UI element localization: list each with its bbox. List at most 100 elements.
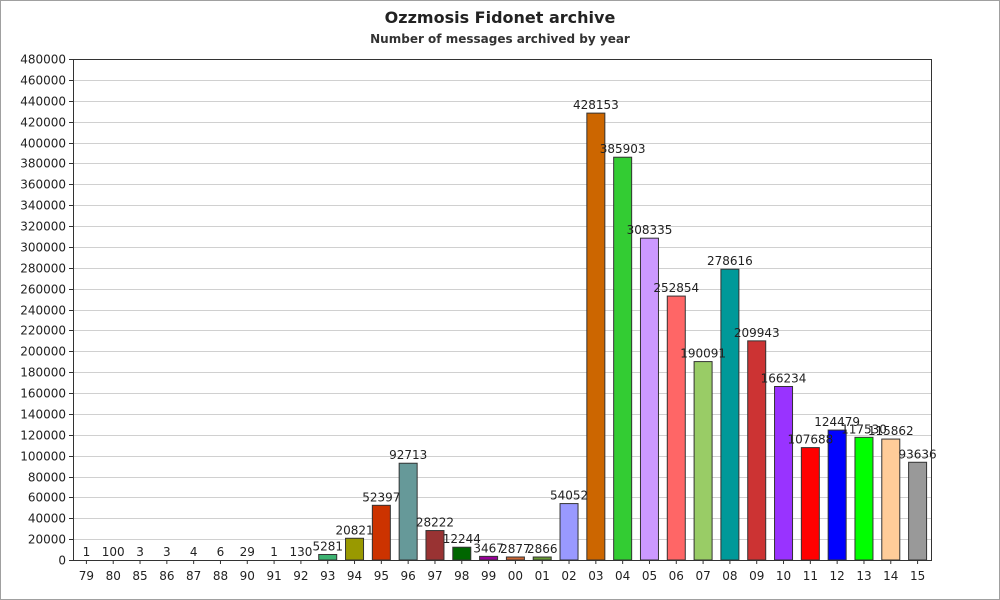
data-label: 3 bbox=[136, 545, 144, 559]
bar-11 bbox=[800, 447, 820, 561]
y-tick-label: 400000 bbox=[20, 137, 66, 151]
data-label: 6 bbox=[217, 545, 225, 559]
bar-06 bbox=[666, 295, 686, 561]
y-tick-label: 0 bbox=[58, 554, 66, 568]
x-tick-label: 05 bbox=[642, 569, 657, 583]
x-tick-label: 96 bbox=[401, 569, 416, 583]
y-tick-label: 100000 bbox=[20, 450, 66, 464]
data-label: 308335 bbox=[627, 223, 673, 237]
bar-02 bbox=[559, 503, 579, 561]
data-label: 20821 bbox=[335, 523, 373, 537]
x-tick-label: 86 bbox=[159, 569, 174, 583]
x-tick-label: 01 bbox=[535, 569, 550, 583]
x-tick-label: 02 bbox=[561, 569, 576, 583]
data-label: 190091 bbox=[680, 347, 726, 361]
data-label: 252854 bbox=[653, 281, 699, 295]
y-tick-label: 480000 bbox=[20, 53, 66, 67]
x-tick-label: 88 bbox=[213, 569, 228, 583]
x-tick-label: 15 bbox=[910, 569, 925, 583]
x-tick-label: 87 bbox=[186, 569, 201, 583]
data-label: 28222 bbox=[416, 516, 454, 530]
y-tick-label: 120000 bbox=[20, 429, 66, 443]
x-tick-label: 00 bbox=[508, 569, 523, 583]
data-label: 166234 bbox=[761, 371, 807, 385]
y-tick-label: 60000 bbox=[28, 491, 66, 505]
y-tick-label: 320000 bbox=[20, 220, 66, 234]
x-tick-label: 11 bbox=[803, 569, 818, 583]
x-tick-label: 06 bbox=[669, 569, 684, 583]
y-tick-label: 180000 bbox=[20, 366, 66, 380]
x-axis-ticks: 79 80 85 86 87 88 90 91 92 93 94 95 96 97 98 99 00 01 02 03… bbox=[79, 560, 925, 583]
y-tick-label: 260000 bbox=[20, 283, 66, 297]
data-label: 92713 bbox=[389, 448, 427, 462]
bar-15 bbox=[908, 461, 928, 561]
plot-border bbox=[73, 59, 932, 561]
y-tick-label: 40000 bbox=[28, 512, 66, 526]
x-tick-label: 90 bbox=[240, 569, 255, 583]
y-tick-label: 300000 bbox=[20, 241, 66, 255]
data-label: 209943 bbox=[734, 326, 780, 340]
data-label: 29 bbox=[240, 545, 255, 559]
x-tick-label: 97 bbox=[427, 569, 442, 583]
data-label: 2866 bbox=[527, 542, 558, 556]
data-label: 428153 bbox=[573, 98, 619, 112]
data-label: 1 bbox=[270, 545, 278, 559]
data-label: 5281 bbox=[312, 539, 343, 553]
data-label: 385903 bbox=[600, 142, 646, 156]
x-tick-label: 99 bbox=[481, 569, 496, 583]
data-label: 130 bbox=[289, 545, 312, 559]
x-tick-label: 85 bbox=[132, 569, 147, 583]
y-tick-label: 420000 bbox=[20, 116, 66, 130]
data-label: 93636 bbox=[899, 447, 937, 461]
x-tick-label: 92 bbox=[293, 569, 308, 583]
x-tick-label: 14 bbox=[883, 569, 898, 583]
y-tick-label: 440000 bbox=[20, 95, 66, 109]
y-tick-label: 80000 bbox=[28, 471, 66, 485]
y-tick-label: 340000 bbox=[20, 199, 66, 213]
bar-03 bbox=[586, 112, 606, 561]
x-tick-label: 95 bbox=[374, 569, 389, 583]
bar-04 bbox=[613, 156, 633, 561]
x-tick-label: 91 bbox=[266, 569, 281, 583]
bar-96 bbox=[398, 462, 418, 561]
x-tick-label: 03 bbox=[588, 569, 603, 583]
y-tick-label: 200000 bbox=[20, 345, 66, 359]
data-label: 278616 bbox=[707, 254, 753, 268]
x-tick-label: 79 bbox=[79, 569, 94, 583]
chart-subtitle: Number of messages archived by year bbox=[370, 32, 630, 46]
bar-12 bbox=[827, 429, 847, 561]
x-tick-label: 04 bbox=[615, 569, 630, 583]
bar-01 bbox=[532, 556, 552, 561]
x-tick-label: 98 bbox=[454, 569, 469, 583]
x-tick-label: 80 bbox=[106, 569, 121, 583]
x-tick-label: 07 bbox=[695, 569, 710, 583]
data-label: 54052 bbox=[550, 489, 588, 503]
x-tick-label: 12 bbox=[830, 569, 845, 583]
data-label: 117530 bbox=[841, 422, 887, 436]
bar-13 bbox=[854, 436, 874, 561]
y-tick-label: 360000 bbox=[20, 178, 66, 192]
axes bbox=[73, 59, 932, 561]
bar-99 bbox=[479, 555, 499, 561]
data-label: 115862 bbox=[868, 424, 914, 438]
data-label: 107688 bbox=[787, 433, 833, 447]
bar-08 bbox=[720, 268, 740, 561]
data-label: 3467 bbox=[473, 541, 504, 555]
data-label: 52397 bbox=[362, 490, 400, 504]
y-tick-label: 280000 bbox=[20, 262, 66, 276]
data-label: 4 bbox=[190, 545, 198, 559]
data-label: 2877 bbox=[500, 542, 531, 556]
data-label: 1 bbox=[83, 545, 91, 559]
bar-97 bbox=[425, 530, 445, 561]
y-tick-label: 460000 bbox=[20, 74, 66, 88]
x-tick-label: 93 bbox=[320, 569, 335, 583]
y-tick-label: 20000 bbox=[28, 533, 66, 547]
bar-07 bbox=[693, 361, 713, 561]
x-tick-label: 13 bbox=[856, 569, 871, 583]
x-tick-label: 94 bbox=[347, 569, 362, 583]
bar-00 bbox=[505, 556, 525, 561]
x-tick-label: 10 bbox=[776, 569, 791, 583]
y-tick-label: 160000 bbox=[20, 387, 66, 401]
x-tick-label: 08 bbox=[722, 569, 737, 583]
